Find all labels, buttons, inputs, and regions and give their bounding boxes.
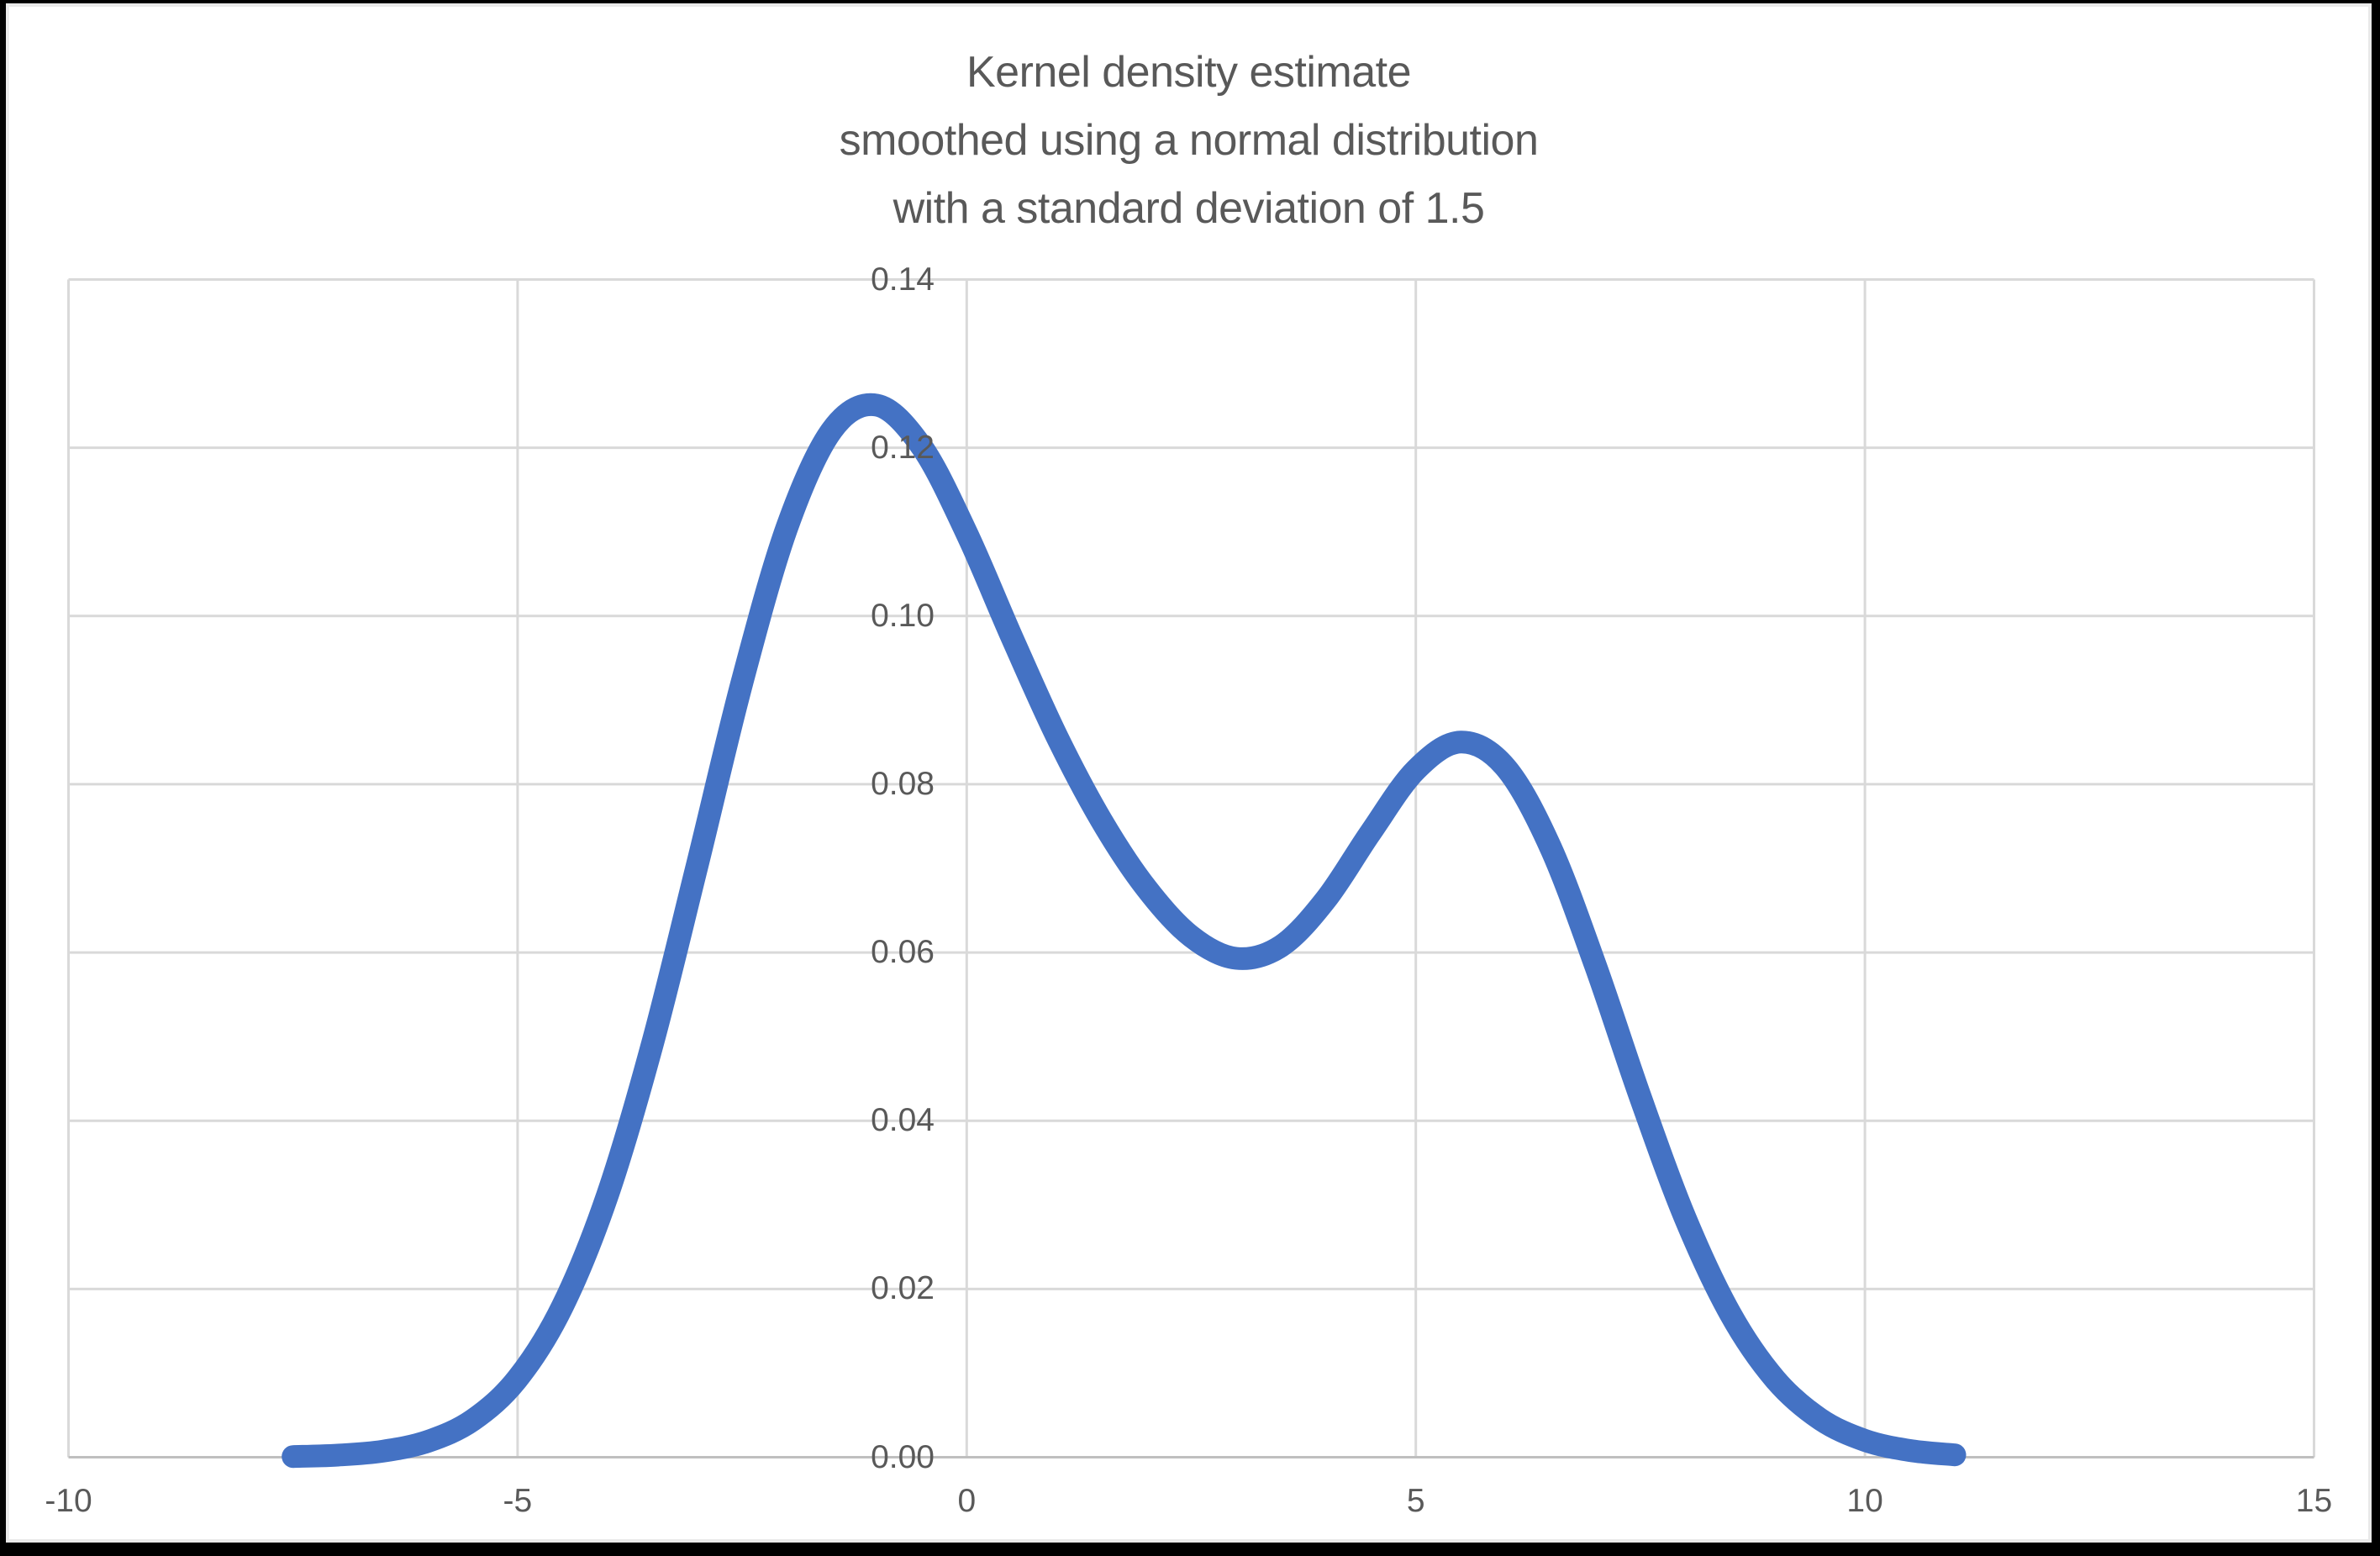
chart-title-line-1: Kernel density estimate (966, 48, 1412, 97)
chart-title-line-2: smoothed using a normal distribution (839, 116, 1539, 165)
kde-curve (282, 393, 1967, 1469)
chart-title-line-3: with a standard deviation of 1.5 (893, 184, 1485, 233)
chart-canvas: Kernel density estimate smoothed using a… (6, 3, 2372, 1543)
chart-title: Kernel density estimate smoothed using a… (6, 39, 2372, 243)
